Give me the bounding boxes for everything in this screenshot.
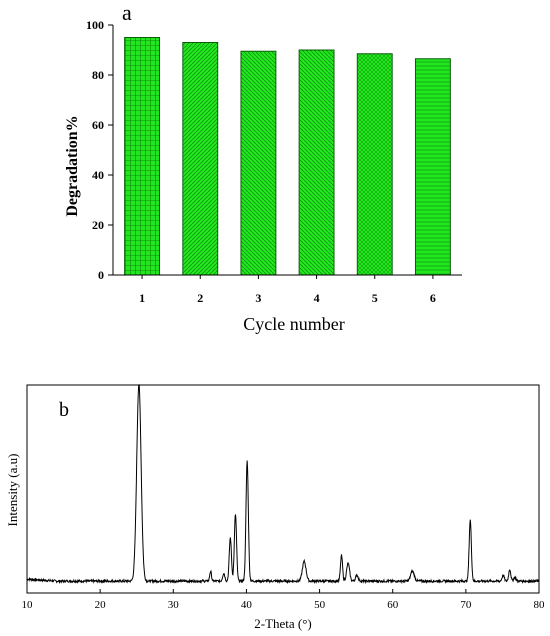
bar-cycle-4 xyxy=(298,49,335,276)
bar-series xyxy=(124,37,451,276)
y-tick-label-a: 80 xyxy=(92,68,104,82)
bar-cycle-1 xyxy=(124,37,161,276)
xrd-pattern-line xyxy=(26,384,540,585)
x-tick-label-a: 2 xyxy=(197,291,203,305)
panel-b-label: b xyxy=(59,399,69,421)
x-tick-label-a: 6 xyxy=(430,291,436,305)
x-axis-label-b: 2-Theta (°) xyxy=(254,616,312,631)
panel-a: a 0 20 40 60 80 100 1 2 3 4 5 6 Degradation% Cycle… xyxy=(64,0,462,334)
axes-a xyxy=(112,25,462,276)
x-tick-label-b: 40 xyxy=(241,599,253,611)
y-axis-label-a: Degradation% xyxy=(64,115,81,216)
plot-frame-b xyxy=(26,384,540,594)
axes-b xyxy=(26,384,540,594)
x-tick-label-b: 60 xyxy=(387,599,399,611)
x-tick-label-b: 10 xyxy=(22,599,34,611)
x-axis-ticks-a: 1 2 3 4 5 6 xyxy=(139,275,436,305)
x-axis-label-a: Cycle number xyxy=(243,314,344,334)
x-axis-ticks-b: 10 20 30 40 50 60 70 80 xyxy=(22,589,546,611)
y-tick-label-a: 20 xyxy=(92,218,104,232)
y-axis-label-b: Intensity (a.u) xyxy=(5,454,20,527)
x-tick-label-b: 70 xyxy=(460,599,472,611)
bar-cycle-6 xyxy=(414,58,451,276)
x-tick-label-a: 3 xyxy=(255,291,261,305)
x-tick-label-b: 30 xyxy=(168,599,180,611)
x-tick-label-b: 20 xyxy=(95,599,107,611)
x-tick-label-a: 4 xyxy=(314,291,320,305)
y-tick-label-a: 100 xyxy=(86,18,104,32)
bar-cycle-2 xyxy=(182,42,219,276)
x-tick-label-b: 80 xyxy=(534,599,546,611)
panel-b: b 10 20 30 40 50 60 70 80 Intensity (a.u) 2-The… xyxy=(5,384,545,631)
y-axis-ticks-a: 0 20 40 60 80 100 xyxy=(86,18,113,282)
y-tick-label-a: 0 xyxy=(98,268,104,282)
bar-cycle-3 xyxy=(240,50,277,276)
bar-cycle-5 xyxy=(356,53,393,276)
panel-a-label: a xyxy=(122,0,132,25)
y-tick-label-a: 40 xyxy=(92,168,104,182)
y-tick-label-a: 60 xyxy=(92,118,104,132)
x-tick-label-a: 5 xyxy=(372,291,378,305)
x-tick-label-b: 50 xyxy=(314,599,326,611)
x-tick-label-a: 1 xyxy=(139,291,145,305)
